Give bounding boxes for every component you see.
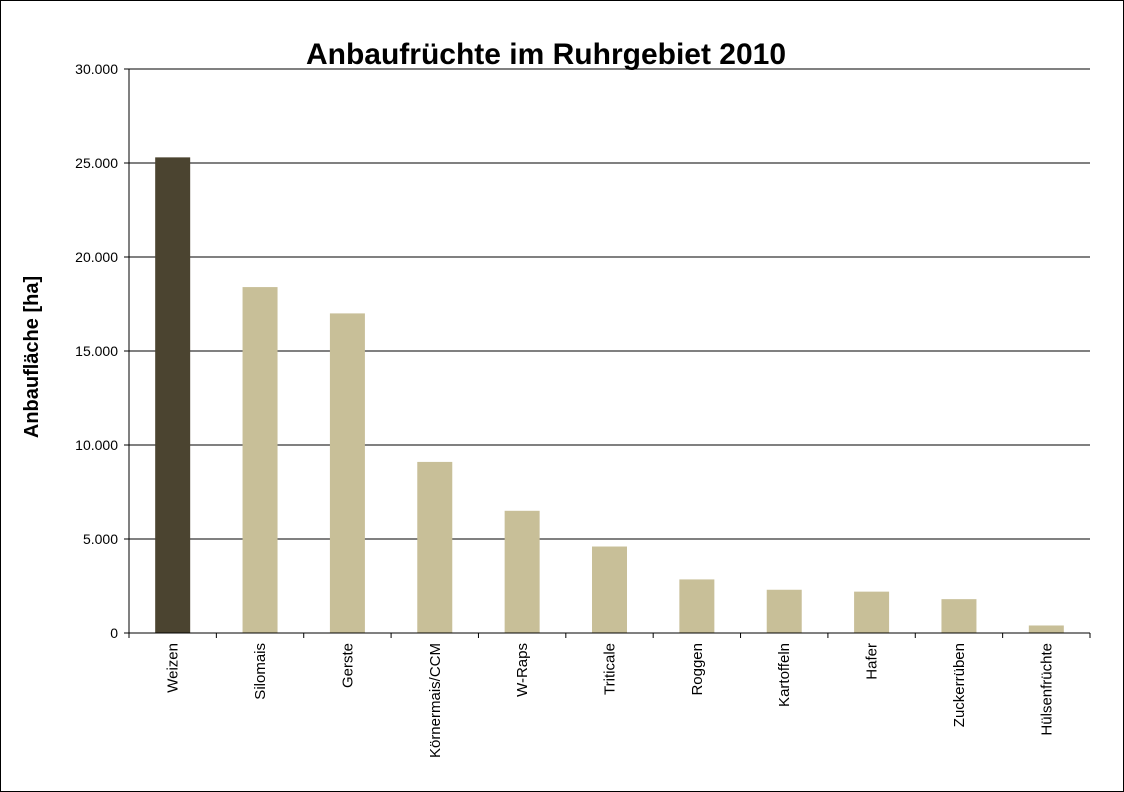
y-tick-label: 20.000 <box>75 249 118 265</box>
y-tick-label: 0 <box>110 625 118 641</box>
bars <box>155 157 1064 634</box>
bar-triticale <box>592 546 627 633</box>
y-tick-label: 30.000 <box>75 61 118 77</box>
bar-kartoffeln <box>766 589 802 633</box>
x-tick-label: Gerste <box>339 643 356 688</box>
bar-hafer <box>854 591 890 633</box>
bar-roggen <box>679 579 715 633</box>
x-tick-labels: Weizen Silomais Gerste Körnermais/CCM W-Raps… <box>165 643 1056 758</box>
bar-silomais <box>242 287 278 633</box>
y-tick-label: 25.000 <box>75 155 118 171</box>
x-tick-label: Silomais <box>252 643 269 700</box>
x-tick-label: W-Raps <box>514 643 531 697</box>
x-tick-label: Hülsenfrüchte <box>1038 643 1055 736</box>
chart-title: Anbaufrüchte im Ruhrgebiet 2010 <box>305 38 787 71</box>
bar-weizen <box>155 157 191 634</box>
y-tick-label: 15.000 <box>75 343 118 359</box>
bar-hülsenfrüchte <box>1028 625 1064 633</box>
x-tick-label: Hafer <box>864 643 881 680</box>
y-tick-label: 10.000 <box>75 437 118 453</box>
x-tick-label: Kartoffeln <box>776 643 793 707</box>
bar-körnermais-ccm <box>417 461 453 633</box>
y-tick-labels: 0 5.000 10.000 15.000 20.000 25.000 30.000 <box>75 61 118 641</box>
bar-w-raps <box>504 510 540 633</box>
y-tick-label: 5.000 <box>83 531 118 547</box>
x-tick-label: Zuckerrüben <box>951 643 968 727</box>
x-tick-label: Körnermais/CCM <box>427 643 444 758</box>
x-tick-label: Roggen <box>689 643 706 696</box>
x-tick-label: Triticale <box>602 643 619 695</box>
grid-lines <box>129 68 1090 540</box>
x-tick-label: Weizen <box>165 643 182 693</box>
axes <box>124 68 1091 638</box>
y-axis-label: Anbaufläche [ha] <box>21 276 43 438</box>
bar-zuckerrüben <box>941 599 977 633</box>
bar-gerste <box>329 313 365 633</box>
